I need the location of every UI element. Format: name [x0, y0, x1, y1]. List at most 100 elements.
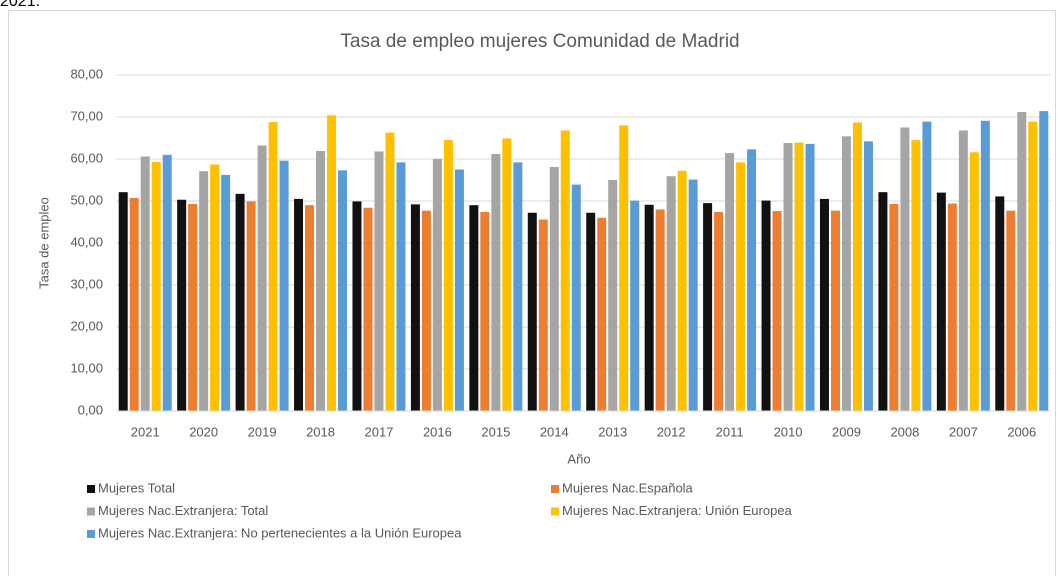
y-tick-label: 60,00: [70, 150, 103, 165]
y-axis-label: Tasa de empleo: [36, 197, 51, 289]
chart-title: Tasa de empleo mujeres Comunidad de Madr…: [340, 31, 739, 52]
bar: [454, 169, 464, 411]
x-tick-label: 2019: [248, 424, 277, 439]
bar: [396, 162, 406, 411]
x-tick-label: 2013: [598, 424, 627, 439]
bar: [1006, 210, 1016, 411]
bar: [889, 203, 899, 411]
bar: [714, 211, 724, 411]
bar: [527, 212, 537, 411]
y-tick-label: 20,00: [70, 318, 103, 333]
x-tick-label: 2011: [716, 424, 744, 439]
x-tick-label: 2006: [1007, 424, 1036, 439]
x-tick-label: 2007: [949, 424, 978, 439]
bar: [469, 205, 479, 411]
bar: [655, 209, 665, 411]
bar: [560, 130, 570, 411]
bar: [830, 210, 840, 411]
bar: [597, 217, 607, 411]
bar: [878, 192, 888, 411]
bar: [279, 160, 289, 411]
x-tick-label: 2021: [131, 424, 160, 439]
y-tick-label: 0,00: [78, 402, 103, 417]
bar: [805, 143, 815, 411]
bar: [969, 152, 979, 411]
bar: [502, 138, 512, 412]
x-tick-label: 2009: [832, 424, 861, 439]
bar: [911, 140, 921, 411]
x-tick-label: 2014: [540, 424, 569, 439]
bar: [221, 174, 231, 411]
bar: [841, 136, 851, 411]
header-text: 2021.: [0, 0, 40, 10]
bar: [480, 211, 490, 411]
legend-swatch: [551, 507, 559, 516]
bar: [151, 161, 161, 411]
bar: [305, 205, 315, 411]
x-tick-label: 2017: [365, 424, 394, 439]
legend-label: Mujeres Nac.Española: [562, 480, 694, 495]
x-tick-label: 2018: [306, 424, 335, 439]
x-axis-label: Año: [567, 451, 590, 466]
bar: [327, 115, 337, 411]
bar: [140, 156, 150, 411]
bar: [794, 142, 804, 411]
bar: [538, 219, 548, 411]
legend-label: Mujeres Nac.Extranjera: No perteneciente…: [98, 525, 462, 540]
bar: [294, 198, 304, 411]
bar: [268, 122, 278, 411]
bar: [772, 211, 782, 411]
bar: [619, 125, 629, 412]
bar: [995, 196, 1005, 411]
bar: [316, 151, 326, 411]
bar: [410, 204, 420, 411]
bar: [922, 121, 932, 412]
bar: [644, 204, 654, 411]
bar: [257, 145, 267, 411]
x-tick-label: 2020: [189, 424, 218, 439]
bar: [947, 203, 957, 411]
bar: [188, 203, 198, 411]
bar: [338, 170, 348, 411]
bar: [900, 127, 910, 411]
bar: [852, 122, 862, 412]
x-tick-label: 2016: [423, 424, 452, 439]
bar: [1039, 111, 1049, 412]
bar: [235, 193, 245, 411]
bar: [725, 153, 735, 411]
bar: [162, 154, 172, 412]
bar: [199, 171, 209, 411]
legend-label: Mujeres Total: [98, 480, 175, 495]
x-tick-label: 2010: [774, 424, 803, 439]
x-tick-label: 2008: [890, 424, 919, 439]
y-tick-label: 50,00: [70, 192, 103, 207]
legend-swatch: [87, 485, 95, 493]
bar: [432, 159, 442, 411]
y-tick-label: 80,00: [70, 66, 103, 81]
bar: [936, 192, 946, 411]
legend-swatch: [87, 507, 95, 516]
bar: [630, 200, 640, 411]
bar: [491, 153, 501, 411]
bar: [571, 184, 581, 411]
y-tick-label: 30,00: [70, 276, 103, 291]
bar: [736, 162, 746, 411]
bar: [443, 140, 453, 411]
bar: [958, 130, 968, 411]
bar: [819, 198, 829, 411]
bar: [783, 143, 793, 412]
bar: [177, 199, 187, 411]
legend-label: Mujeres Nac.Extranjera: Unión Europea: [562, 503, 793, 518]
bar: [688, 179, 698, 411]
bar: [118, 192, 128, 411]
bar: [703, 203, 713, 411]
bar: [980, 120, 990, 411]
bar: [513, 162, 523, 411]
bar: [210, 164, 220, 411]
y-tick-label: 70,00: [70, 108, 103, 123]
bar: [863, 141, 873, 412]
bar: [129, 198, 139, 411]
bar: [1017, 111, 1027, 412]
bar: [549, 166, 559, 411]
